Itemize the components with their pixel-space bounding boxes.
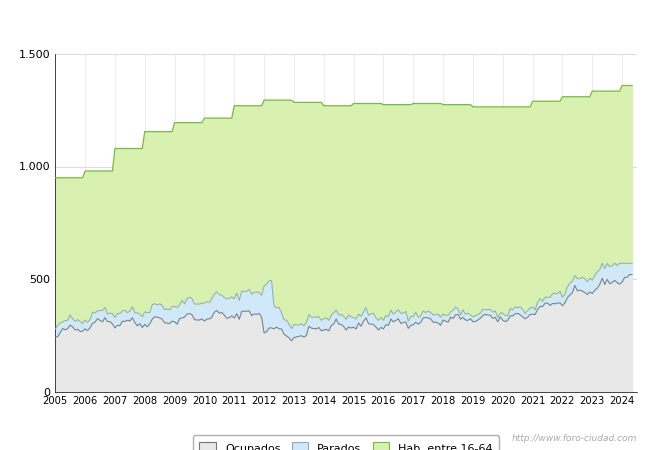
Text: Puigpunyent - Evolucion de la poblacion en edad de Trabajar Mayo de 2024: Puigpunyent - Evolucion de la poblacion … <box>88 13 562 26</box>
Legend: Ocupados, Parados, Hab. entre 16-64: Ocupados, Parados, Hab. entre 16-64 <box>193 436 499 450</box>
Text: http://www.foro-ciudad.com: http://www.foro-ciudad.com <box>512 434 637 443</box>
